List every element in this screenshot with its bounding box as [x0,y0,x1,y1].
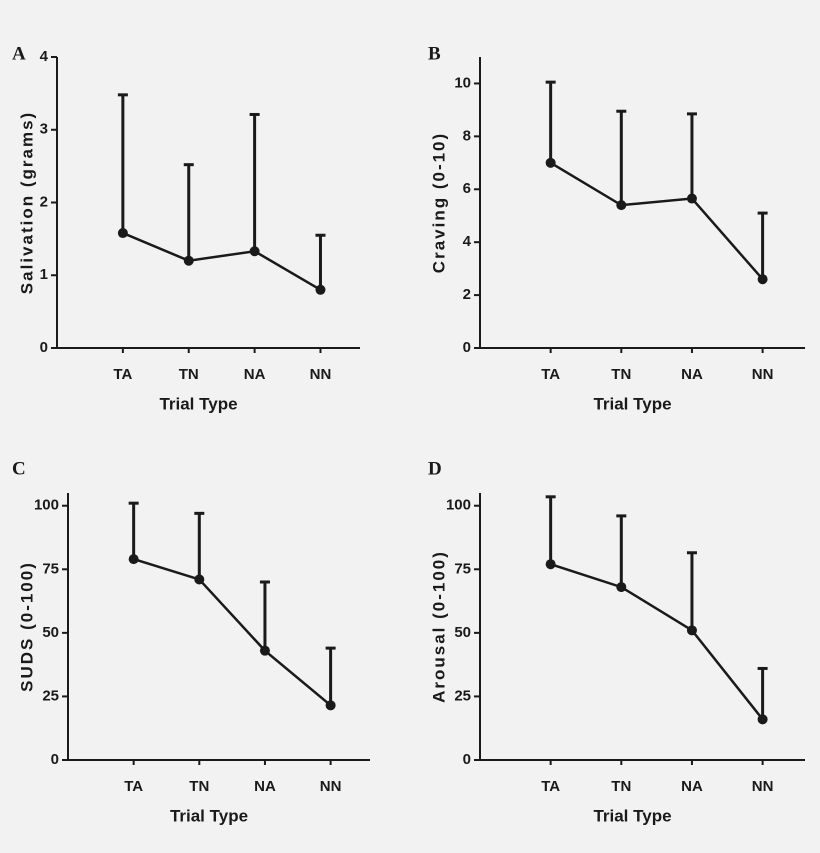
x-tick-label: TA [541,778,560,795]
y-tick-label: 50 [42,624,59,641]
y-axis-title: Salivation (grams) [17,111,36,294]
x-tick-label: TA [541,366,560,383]
data-point [616,200,627,211]
panel-letter: B [428,43,441,64]
y-axis-title: Craving (0-10) [429,132,448,273]
data-point [757,714,768,725]
data-point [545,157,556,168]
error-bar [545,80,556,163]
x-tick-label: NA [681,778,703,795]
data-point [686,625,697,636]
panel-letter: C [12,458,26,479]
data-point [325,700,336,711]
error-bar [757,211,768,280]
data-point [128,554,139,565]
y-tick-label: 2 [463,286,471,303]
data-point [616,582,627,593]
x-axis-title: Trial Type [593,806,671,825]
x-tick-label: TA [113,366,132,383]
y-tick-label: 75 [42,560,59,577]
y-axis-title: Arousal (0-100) [429,550,448,703]
y-tick-label: 100 [446,497,471,514]
panel-letter: A [12,43,26,64]
y-tick-label: 50 [454,624,471,641]
data-point [545,559,556,570]
y-tick-label: 8 [463,127,471,144]
data-line [550,563,764,721]
x-tick-label: TN [611,778,631,795]
x-tick-label: NN [310,366,332,383]
x-tick-label: NN [752,366,774,383]
x-axis-title: Trial Type [170,806,248,825]
data-point [117,228,128,239]
error-bar [117,93,128,234]
y-tick-label: 4 [463,233,472,250]
x-tick-label: TN [189,778,209,795]
x-axis-title: Trial Type [593,394,671,413]
error-bar [249,112,260,252]
y-tick-label: 6 [463,180,471,197]
x-tick-label: TN [611,366,631,383]
y-tick-label: 0 [40,339,48,356]
data-point [315,284,326,295]
y-tick-label: 100 [34,497,59,514]
x-tick-label: TN [179,366,199,383]
data-line [133,557,332,707]
y-tick-label: 0 [463,751,471,768]
y-tick-label: 75 [454,560,471,577]
panel-letter: D [428,458,442,479]
y-tick-label: 4 [40,48,49,65]
x-tick-label: TA [124,778,143,795]
x-tick-label: NA [254,778,276,795]
y-tick-label: 1 [40,266,48,283]
error-bar [686,551,697,631]
error-bar [616,514,627,588]
data-point [686,193,697,204]
y-tick-label: 0 [51,751,59,768]
error-bar [757,666,768,720]
data-line [122,231,322,291]
error-bar [545,495,556,565]
y-tick-label: 25 [454,687,471,704]
error-bar [315,233,326,290]
data-point [249,246,260,257]
data-point [183,255,194,266]
y-tick-label: 2 [40,193,48,210]
y-tick-label: 25 [42,687,59,704]
error-bar [259,580,270,651]
y-tick-label: 10 [454,74,471,91]
x-tick-label: NN [320,778,342,795]
error-bar [686,112,697,199]
data-point [259,645,270,656]
error-bar [194,511,205,580]
error-bar [128,501,139,560]
y-tick-label: 3 [40,121,48,138]
y-tick-label: 0 [463,339,471,356]
error-bar [616,109,627,206]
error-bar [325,646,336,706]
error-bar [183,163,194,261]
x-tick-label: NA [681,366,703,383]
x-tick-label: NA [244,366,266,383]
x-axis-title: Trial Type [159,394,237,413]
x-tick-label: NN [752,778,774,795]
data-point [194,574,205,585]
data-point [757,274,768,285]
y-axis-title: SUDS (0-100) [17,561,36,692]
data-line [550,161,764,281]
